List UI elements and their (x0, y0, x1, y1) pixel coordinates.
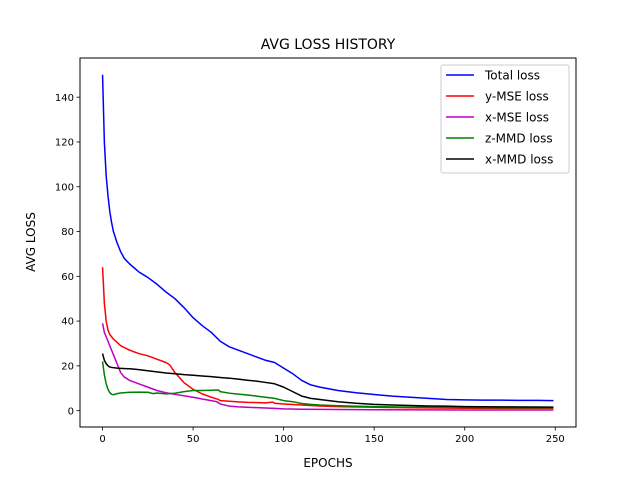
legend-box (440, 64, 570, 174)
series-line-0 (101, 74, 554, 402)
y-tick-label-7: 140 (55, 93, 74, 104)
series-line-1 (101, 267, 554, 410)
y-tick-label-3: 60 (61, 272, 74, 283)
y-tick-label-5: 100 (55, 182, 74, 193)
x-axis-ticks: 0 50 100 150 200 250 (99, 427, 565, 445)
plot-area (79, 57, 577, 428)
legend-label-4: x-MMD loss (485, 152, 553, 166)
y-tick-label-1: 20 (61, 361, 74, 372)
legend-label-0: Total loss (484, 68, 540, 82)
x-tick-label-2: 100 (274, 434, 293, 445)
legend-label-2: x-MSE loss (485, 110, 549, 124)
x-tick-label-1: 50 (187, 434, 200, 445)
chart-title: AVG LOSS HISTORY (261, 37, 396, 53)
legend-label-3: z-MMD loss (485, 131, 553, 145)
x-tick-label-3: 150 (365, 434, 384, 445)
y-tick-label-2: 40 (61, 317, 74, 328)
legend-label-1: y-MSE loss (485, 89, 549, 103)
x-tick-label-0: 0 (99, 434, 105, 445)
y-tick-label-4: 80 (61, 227, 74, 238)
x-tick-label-5: 250 (546, 434, 565, 445)
series-layer (101, 74, 554, 411)
series-line-4 (101, 353, 554, 408)
series-line-2 (101, 323, 554, 411)
y-axis-label: AVG LOSS (24, 212, 38, 272)
y-axis-ticks: 0 20 40 60 80 100 120 140 (55, 93, 80, 417)
y-tick-label-6: 120 (55, 138, 74, 149)
y-tick-label-0: 0 (68, 406, 74, 417)
legend: Total loss y-MSE loss x-MSE loss z-MMD loss… (440, 64, 570, 174)
x-tick-label-4: 200 (455, 434, 474, 445)
series-line-3 (101, 361, 554, 409)
x-axis-label: EPOCHS (303, 456, 352, 470)
axes-frame (79, 57, 577, 428)
